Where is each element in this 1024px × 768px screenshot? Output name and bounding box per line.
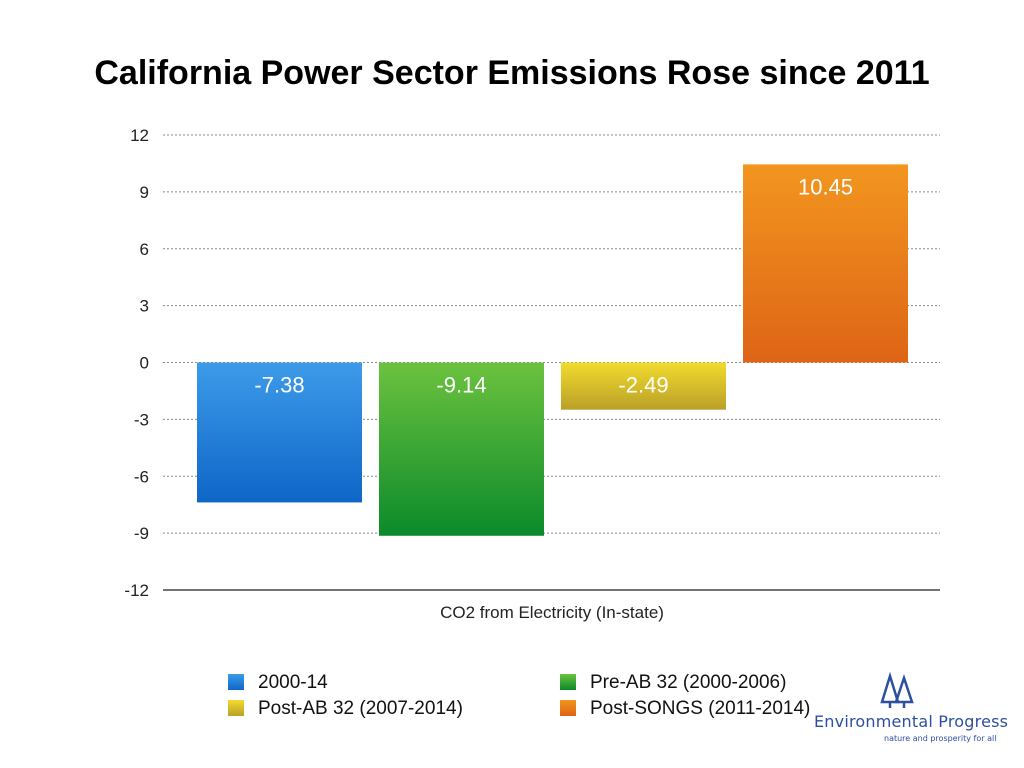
trees-icon bbox=[880, 671, 914, 708]
legend-label: Pre-AB 32 (2000-2006) bbox=[590, 672, 787, 693]
y-tick-label: -3 bbox=[134, 410, 149, 429]
y-axis-ticks: 12 9 6 3 0 -3 -6 -9 -12 bbox=[124, 126, 149, 600]
legend-item-post-ab32: Post-AB 32 (2007-2014) bbox=[228, 698, 463, 720]
chart-title: California Power Sector Emissions Rose s… bbox=[94, 54, 930, 92]
legend-label: Post-SONGS (2011-2014) bbox=[590, 698, 811, 719]
legend-swatch bbox=[560, 700, 576, 716]
y-tick-label: 9 bbox=[140, 183, 149, 202]
legend-swatch bbox=[228, 700, 244, 716]
data-label: -2.49 bbox=[618, 373, 668, 398]
data-label: -9.14 bbox=[436, 373, 486, 398]
logo-tagline: nature and prosperity for all bbox=[884, 734, 997, 743]
bar-post-songs-2011-2014 bbox=[743, 164, 908, 363]
data-label: -7.38 bbox=[254, 373, 304, 398]
y-tick-label: -12 bbox=[124, 581, 149, 600]
x-axis-label: CO2 from Electricity (In-state) bbox=[440, 603, 664, 622]
legend-label: Post-AB 32 (2007-2014) bbox=[258, 698, 463, 719]
legend-item-pre-ab32: Pre-AB 32 (2000-2006) bbox=[560, 672, 786, 694]
y-tick-label: 0 bbox=[140, 354, 149, 373]
bars bbox=[197, 164, 908, 536]
legend-swatch bbox=[228, 674, 244, 690]
y-tick-label: 12 bbox=[130, 126, 149, 145]
legend-label: 2000-14 bbox=[258, 672, 328, 693]
legend-item-2000-14: 2000-14 bbox=[228, 672, 328, 694]
legend: 2000-14 Pre-AB 32 (2000-2006) Post-AB 32… bbox=[228, 672, 848, 722]
environmental-progress-logo: Environmental Progress nature and prospe… bbox=[812, 670, 1008, 750]
y-tick-label: -9 bbox=[134, 524, 149, 543]
logo-name: Environmental Progress bbox=[814, 712, 1009, 731]
bar-2000-14 bbox=[197, 362, 362, 503]
y-tick-label: 3 bbox=[140, 297, 149, 316]
legend-swatch bbox=[560, 674, 576, 690]
bar-pre-ab-32-2000-2006 bbox=[379, 362, 544, 536]
bar-post-ab-32-2007-2014 bbox=[561, 362, 726, 410]
y-tick-label: -6 bbox=[134, 467, 149, 486]
legend-item-post-songs: Post-SONGS (2011-2014) bbox=[560, 698, 810, 720]
y-tick-label: 6 bbox=[140, 240, 149, 259]
data-labels: -7.38 -9.14 -2.49 10.45 bbox=[254, 174, 853, 397]
bar-chart: 12 9 6 3 0 -3 -6 -9 -12 -7.38 -9.14 -2.49 10.45 CO2… bbox=[124, 126, 940, 622]
data-label: 10.45 bbox=[798, 174, 853, 199]
